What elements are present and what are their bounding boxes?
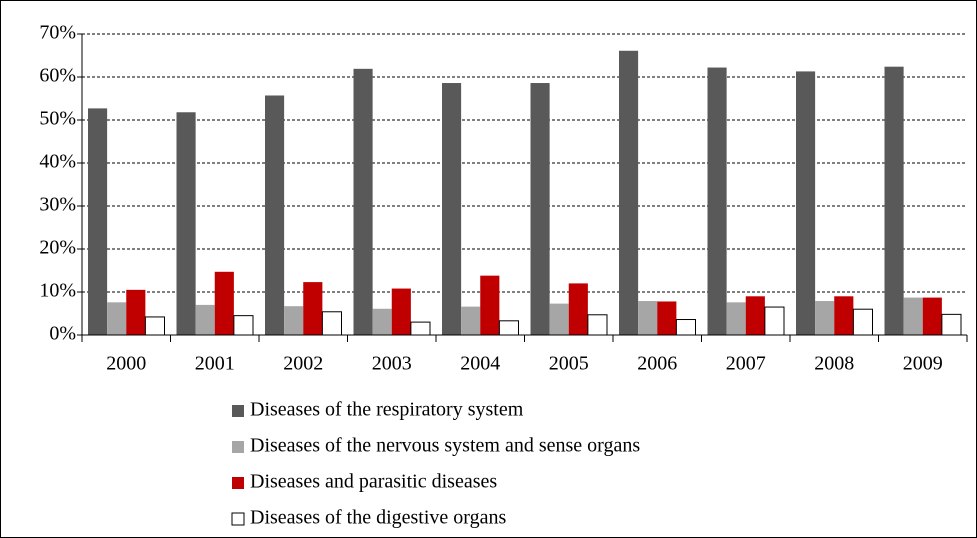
bar [144,316,165,336]
x-tick-label: 2002 [283,353,323,375]
bar [233,315,254,336]
bar [176,112,196,335]
y-tick-label: 20% [39,237,76,259]
bar [619,50,639,336]
bar [815,301,835,335]
y-tick-label: 60% [39,65,76,87]
bar [442,83,462,336]
bar [284,306,304,335]
x-tick-label: 2004 [460,353,500,375]
bar [195,304,215,335]
x-tick-label: 2001 [195,353,235,375]
legend-label: Diseases and parasitic diseases [250,471,497,493]
x-tick-label: 2009 [903,353,943,375]
y-tick-label: 70% [39,22,76,44]
bar [834,296,854,335]
bar [530,83,550,336]
y-tick-label: 30% [39,194,76,216]
bar [372,308,392,335]
bar [941,313,962,336]
bar [480,275,500,335]
bar [303,282,323,335]
y-tick-label: 40% [39,151,76,173]
bar [852,308,873,336]
bar [903,297,923,335]
bar [726,302,746,335]
x-tick-label: 2003 [372,353,412,375]
bar [461,306,481,335]
y-tick-label: 10% [39,280,76,302]
bar [922,297,942,335]
bar [707,67,727,335]
x-tick-label: 2007 [726,353,766,375]
x-tick-label: 2008 [814,353,854,375]
y-tick-label: 50% [39,108,76,130]
bar [657,301,677,335]
bar [107,302,127,335]
bar [88,108,108,335]
legend-label: Diseases of the digestive organs [250,507,506,529]
legend-label: Diseases of the respiratory system [250,399,524,421]
x-tick-label: 2006 [637,353,677,375]
bar [638,301,658,335]
bar [568,283,588,335]
bar [265,95,285,336]
bar [587,314,608,336]
x-tick-label: 2005 [549,353,589,375]
bar [884,66,904,336]
bar [675,319,696,336]
bar [353,68,373,335]
bar [498,320,519,336]
bar [549,303,569,335]
bar [126,289,146,335]
bar [321,311,342,336]
legend-swatch [232,441,244,453]
legend-swatch [231,512,245,526]
bar [214,271,234,335]
bar [391,288,411,335]
legend-swatch [232,405,244,417]
bar [764,306,785,336]
bar [745,296,765,335]
bar [796,71,816,335]
legend-label: Diseases of the nervous system and sense… [250,435,640,457]
legend-swatch [232,477,244,489]
y-tick-label: 0% [49,323,76,345]
x-tick-label: 2000 [106,353,146,375]
bar [410,321,431,336]
